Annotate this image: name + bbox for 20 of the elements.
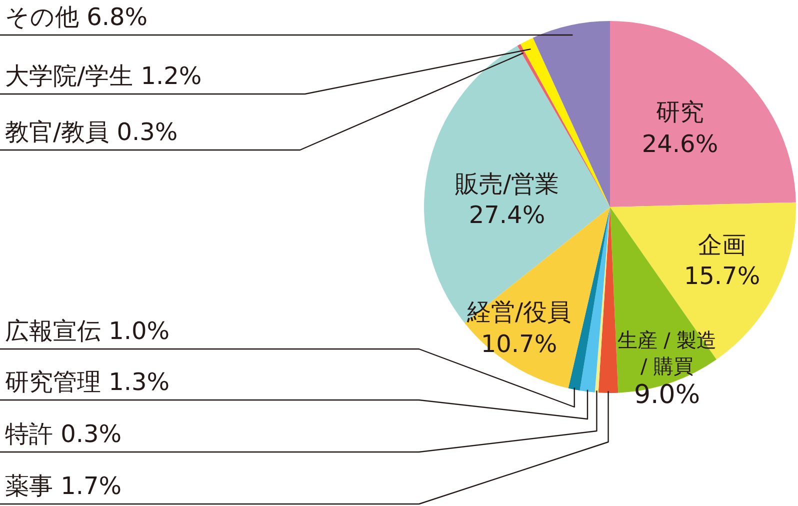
data-label: 27.4% bbox=[468, 201, 546, 229]
slice-label: 特許 0.3% bbox=[5, 420, 122, 448]
slice-label: 教官/教員 0.3% bbox=[5, 118, 178, 146]
pie-slice bbox=[424, 46, 610, 323]
data-label: 9.0% bbox=[634, 380, 700, 410]
slice-label: 生産 / 製造 / 購買 bbox=[617, 328, 717, 378]
pie-slice bbox=[464, 207, 610, 388]
slice-label: 広報宣伝 1.0% bbox=[5, 317, 170, 345]
slice-label: 販売/営業 bbox=[454, 170, 560, 198]
pie-slice bbox=[610, 21, 796, 207]
slice-label: 研究 bbox=[656, 98, 704, 126]
slice-label: 薬事 1.7% bbox=[5, 472, 122, 500]
slice-label: 大学院/学生 1.2% bbox=[5, 62, 202, 90]
data-label: 10.7% bbox=[480, 330, 558, 358]
data-label: 24.6% bbox=[642, 130, 718, 158]
pie-slice bbox=[580, 207, 610, 392]
data-label: 15.7% bbox=[684, 262, 760, 290]
slice-label: 企画 bbox=[698, 231, 746, 259]
slice-label: その他 6.8% bbox=[5, 3, 148, 31]
slice-label: 研究管理 1.3% bbox=[5, 368, 170, 396]
